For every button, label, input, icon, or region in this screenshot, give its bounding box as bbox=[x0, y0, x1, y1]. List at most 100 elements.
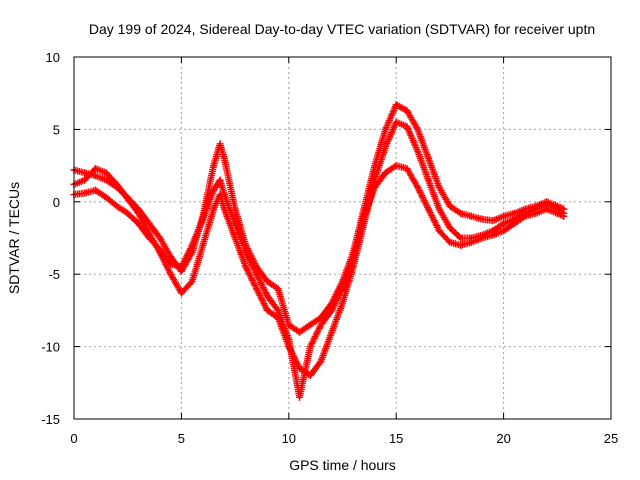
data-point bbox=[392, 118, 400, 126]
data-point bbox=[167, 270, 175, 278]
data-point bbox=[199, 241, 207, 249]
data-point bbox=[317, 357, 325, 365]
data-point bbox=[392, 162, 400, 170]
series-marks bbox=[70, 118, 568, 380]
data-point bbox=[457, 234, 465, 242]
y-tick-label: 0 bbox=[53, 195, 60, 210]
data-point bbox=[156, 246, 164, 254]
data-point bbox=[560, 212, 568, 220]
data-point bbox=[446, 224, 454, 232]
data-point bbox=[188, 277, 196, 285]
data-point bbox=[177, 289, 185, 297]
data-point bbox=[263, 277, 271, 285]
data-point bbox=[328, 328, 336, 336]
data-point bbox=[489, 231, 497, 239]
data-point bbox=[242, 263, 250, 271]
grid-layer bbox=[74, 57, 611, 419]
data-point bbox=[199, 215, 207, 223]
data-point bbox=[102, 193, 110, 201]
data-point bbox=[381, 169, 389, 177]
data-point bbox=[220, 154, 228, 162]
data-point bbox=[134, 220, 142, 228]
data-point bbox=[349, 256, 357, 264]
data-point bbox=[510, 220, 518, 228]
x-tick-label: 10 bbox=[282, 431, 296, 446]
data-point bbox=[242, 248, 250, 256]
data-point bbox=[274, 285, 282, 293]
data-point bbox=[113, 180, 121, 188]
data-layer bbox=[70, 101, 568, 401]
data-point bbox=[478, 215, 486, 223]
y-tick-label: -5 bbox=[48, 267, 60, 282]
x-tick-label: 15 bbox=[389, 431, 403, 446]
data-point bbox=[414, 183, 422, 191]
data-point bbox=[177, 263, 185, 271]
data-point bbox=[360, 212, 368, 220]
data-point bbox=[467, 212, 475, 220]
data-point bbox=[435, 183, 443, 191]
data-point bbox=[285, 335, 293, 343]
x-tick-label: 25 bbox=[604, 431, 618, 446]
data-point bbox=[91, 172, 99, 180]
y-axis-label: SDTVAR / TECUs bbox=[6, 182, 22, 294]
data-point bbox=[274, 306, 282, 314]
data-point bbox=[216, 176, 224, 184]
data-point bbox=[435, 227, 443, 235]
data-point bbox=[296, 328, 304, 336]
data-point bbox=[210, 205, 218, 213]
data-point bbox=[113, 202, 121, 210]
data-point bbox=[156, 234, 164, 242]
data-point bbox=[296, 393, 304, 401]
data-point bbox=[210, 162, 218, 170]
data-point bbox=[81, 176, 89, 184]
x-tick-label: 20 bbox=[496, 431, 510, 446]
data-point bbox=[424, 205, 432, 213]
data-point bbox=[167, 260, 175, 268]
data-point bbox=[306, 372, 314, 380]
data-point bbox=[424, 176, 432, 184]
series-track-c bbox=[70, 162, 568, 401]
data-point bbox=[392, 101, 400, 109]
plot-frame bbox=[73, 56, 612, 420]
data-point bbox=[489, 217, 497, 225]
data-point bbox=[446, 202, 454, 210]
x-tick-label: 0 bbox=[70, 431, 77, 446]
data-point bbox=[553, 209, 561, 217]
data-point bbox=[134, 209, 142, 217]
data-point bbox=[210, 186, 218, 194]
y-tick-label: 10 bbox=[46, 50, 60, 65]
data-point bbox=[403, 164, 411, 172]
data-point bbox=[414, 147, 422, 155]
data-point bbox=[381, 125, 389, 133]
chart-title: Day 199 of 2024, Sidereal Day-to-day VTE… bbox=[89, 21, 595, 37]
data-point bbox=[253, 285, 261, 293]
data-point bbox=[263, 306, 271, 314]
data-point bbox=[124, 209, 132, 217]
data-point bbox=[91, 164, 99, 172]
data-point bbox=[91, 186, 99, 194]
data-point bbox=[81, 189, 89, 197]
data-point bbox=[188, 241, 196, 249]
data-point bbox=[424, 154, 432, 162]
data-point bbox=[124, 195, 132, 203]
series-track-a bbox=[70, 101, 568, 336]
data-point bbox=[446, 238, 454, 246]
data-point bbox=[500, 220, 508, 228]
tick-layer: 0 5 10 15 20 25 -15 -10 -5 0 5 10 bbox=[41, 50, 618, 446]
data-point bbox=[339, 299, 346, 307]
data-point bbox=[81, 169, 89, 177]
x-axis-label: GPS time / hours bbox=[289, 457, 396, 473]
data-point bbox=[102, 176, 110, 184]
data-point bbox=[216, 140, 224, 148]
data-point bbox=[521, 212, 529, 220]
y-tick-label: -15 bbox=[41, 412, 60, 427]
x-tick-label: 5 bbox=[178, 431, 185, 446]
data-point bbox=[263, 292, 271, 300]
data-point bbox=[102, 169, 110, 177]
data-point bbox=[339, 285, 346, 293]
data-point bbox=[220, 191, 228, 199]
data-point bbox=[457, 241, 465, 249]
data-point bbox=[328, 306, 336, 314]
data-point bbox=[403, 123, 411, 131]
